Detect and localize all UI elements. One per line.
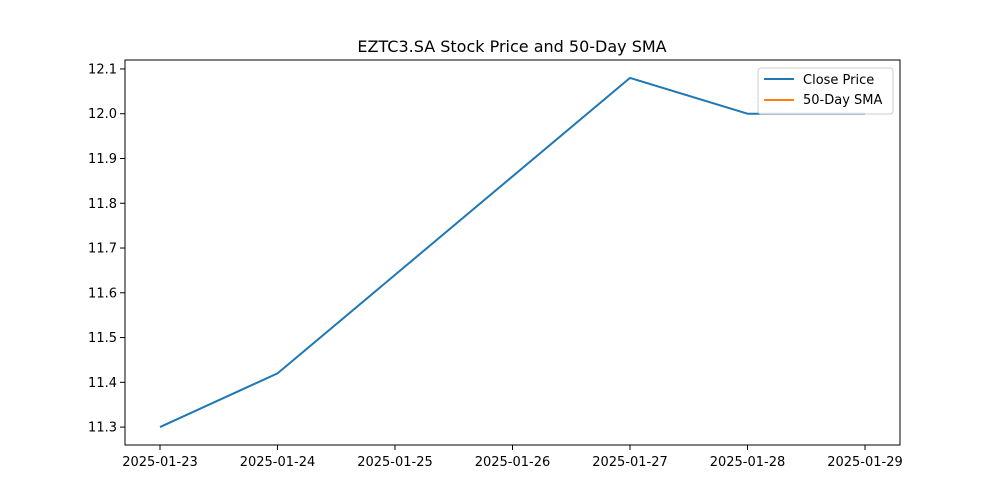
legend-label-close-price: Close Price (803, 73, 874, 88)
y-tick-label: 11.8 (88, 197, 117, 212)
x-tick-label: 2025-01-28 (710, 455, 786, 470)
y-tick-label: 11.3 (88, 421, 117, 436)
legend-label-sma: 50-Day SMA (803, 93, 883, 108)
x-tick-label: 2025-01-27 (592, 455, 668, 470)
y-axis: 11.3 11.4 11.5 11.6 11.7 11.8 11.9 12.0 12.1 (88, 62, 125, 436)
series-layer (159, 76, 865, 429)
y-tick-label: 11.5 (88, 331, 117, 346)
y-tick-label: 11.4 (88, 376, 117, 391)
y-tick-label: 11.7 (88, 242, 117, 257)
x-axis: 2025-01-23 2025-01-24 2025-01-25 2025-01-26… (122, 445, 903, 470)
y-tick-label: 11.9 (88, 152, 117, 167)
y-tick-label: 12.1 (88, 62, 117, 77)
y-tick-label: 12.0 (88, 107, 117, 122)
x-tick-label: 2025-01-25 (357, 455, 433, 470)
x-tick-label: 2025-01-26 (475, 455, 551, 470)
y-tick-label: 11.6 (88, 286, 117, 301)
chart-title: EZTC3.SA Stock Price and 50-Day SMA (357, 37, 666, 56)
x-tick-label: 2025-01-24 (240, 455, 316, 470)
x-tick-label: 2025-01-23 (122, 455, 198, 470)
series-line-close-price (159, 76, 865, 429)
plot-frame (124, 59, 901, 446)
x-tick-label: 2025-01-29 (827, 455, 903, 470)
legend: Close Price 50-Day SMA (757, 67, 894, 115)
